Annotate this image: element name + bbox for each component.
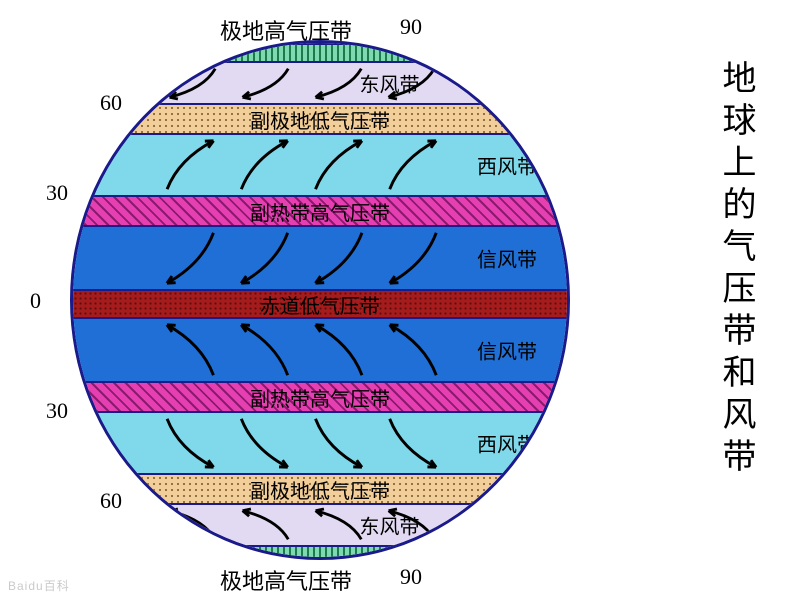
globe-circle: 东风带副极地低气压带西风带副热带高气压带信风带赤道低气压带信风带副热带高气压带西… [70,40,570,560]
band-subtr_s: 副热带高气压带 [73,381,567,411]
lat-90s: 90 [400,564,422,590]
vertical-title: 地球上的气压带和风带 [711,60,760,480]
band-label-subpol_s: 副极地低气压带 [250,475,390,504]
band-label-west_n: 西风带 [477,151,537,180]
band-trade_n: 信风带 [73,225,567,289]
pole-label-south: 极地高气压带 [220,564,352,596]
diagram-stage: 90 60 30 0 30 60 90 极地高气压带 极地高气压带 东风带副极地… [60,10,580,590]
band-subpol_s: 副极地低气压带 [73,473,567,503]
band-east_s: 东风带 [73,503,567,545]
band-subtr_n: 副热带高气压带 [73,195,567,225]
band-cap_n [73,43,567,61]
band-west_s: 西风带 [73,411,567,473]
band-label-west_s: 西风带 [477,429,537,458]
wind-arrows-east_n [73,63,567,103]
band-trade_s: 信风带 [73,317,567,381]
band-label-trade_s: 信风带 [477,336,537,365]
band-label-subtr_s: 副热带高气压带 [250,383,390,412]
band-east_n: 东风带 [73,61,567,103]
band-label-east_s: 东风带 [360,511,420,540]
wind-arrows-east_s [73,505,567,545]
band-subpol_n: 副极地低气压带 [73,103,567,133]
band-label-equator: 赤道低气压带 [260,290,380,319]
band-label-subtr_n: 副热带高气压带 [250,197,390,226]
band-label-east_n: 东风带 [360,69,420,98]
lat-0: 0 [30,288,41,314]
lat-30s: 30 [46,398,68,424]
band-cap_s [73,545,567,560]
lat-90n: 90 [400,14,422,40]
band-west_n: 西风带 [73,133,567,195]
band-label-trade_n: 信风带 [477,244,537,273]
watermark: Baidu百科 [8,577,70,594]
band-label-subpol_n: 副极地低气压带 [250,105,390,134]
band-equator: 赤道低气压带 [73,289,567,317]
lat-30n: 30 [46,180,68,206]
